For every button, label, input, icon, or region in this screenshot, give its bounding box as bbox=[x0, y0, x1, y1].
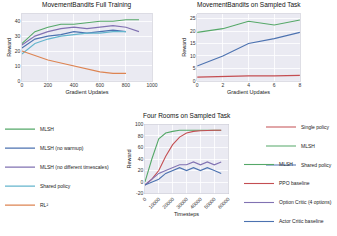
svg-text:100: 100 bbox=[135, 121, 144, 127]
svg-text:20: 20 bbox=[138, 167, 144, 173]
svg-text:800: 800 bbox=[122, 82, 131, 88]
svg-text:2: 2 bbox=[221, 82, 224, 88]
svg-text:60000: 60000 bbox=[217, 196, 231, 210]
svg-text:20: 20 bbox=[15, 48, 21, 54]
svg-text:10000: 10000 bbox=[147, 196, 161, 210]
svg-text:20000: 20000 bbox=[161, 196, 175, 210]
svg-text:80: 80 bbox=[138, 133, 144, 139]
svg-text:40: 40 bbox=[15, 18, 21, 24]
svg-text:Reward: Reward bbox=[181, 38, 187, 57]
svg-text:600: 600 bbox=[96, 82, 105, 88]
svg-text:MLSH: MLSH bbox=[40, 126, 54, 132]
svg-text:MLSH: MLSH bbox=[301, 143, 315, 149]
svg-text:PPO baseline: PPO baseline bbox=[279, 180, 310, 186]
svg-text:Single policy: Single policy bbox=[301, 124, 330, 130]
svg-text:MovementBandits Full Training: MovementBandits Full Training bbox=[42, 1, 132, 9]
svg-text:30000: 30000 bbox=[175, 196, 189, 210]
svg-text:30: 30 bbox=[15, 33, 21, 39]
svg-text:MovementBandits on Sampled Tas: MovementBandits on Sampled Task bbox=[197, 1, 301, 9]
svg-text:25: 25 bbox=[190, 15, 196, 21]
svg-text:50000: 50000 bbox=[203, 196, 217, 210]
svg-text:MLSH (no warmup): MLSH (no warmup) bbox=[40, 145, 84, 151]
svg-text:4: 4 bbox=[247, 82, 250, 88]
svg-text:0: 0 bbox=[196, 82, 199, 88]
svg-text:1000: 1000 bbox=[146, 82, 157, 88]
svg-text:10: 10 bbox=[190, 53, 196, 59]
svg-text:0: 0 bbox=[141, 179, 144, 185]
svg-text:8: 8 bbox=[299, 82, 302, 88]
svg-text:20: 20 bbox=[190, 28, 196, 34]
svg-text:Actor Critic baseline: Actor Critic baseline bbox=[279, 218, 324, 224]
svg-text:40: 40 bbox=[138, 156, 144, 162]
svg-text:Option Critic (4 options): Option Critic (4 options) bbox=[279, 199, 332, 205]
svg-text:-20: -20 bbox=[136, 190, 143, 196]
svg-text:Four Rooms on Sampled Task: Four Rooms on Sampled Task bbox=[143, 112, 231, 120]
svg-text:Reward: Reward bbox=[6, 38, 12, 57]
svg-text:15: 15 bbox=[190, 40, 196, 46]
svg-text:40000: 40000 bbox=[189, 196, 203, 210]
svg-text:10: 10 bbox=[15, 63, 21, 69]
svg-text:0: 0 bbox=[193, 78, 196, 84]
svg-text:0: 0 bbox=[21, 82, 24, 88]
svg-text:Shared policy: Shared policy bbox=[301, 162, 332, 168]
svg-text:0: 0 bbox=[141, 196, 147, 202]
svg-text:200: 200 bbox=[44, 82, 53, 88]
svg-text:Shared policy: Shared policy bbox=[40, 183, 71, 189]
svg-text:Gradient Updates: Gradient Updates bbox=[65, 89, 108, 95]
svg-text:Gradient Updates: Gradient Updates bbox=[227, 89, 270, 95]
svg-text:6: 6 bbox=[273, 82, 276, 88]
svg-text:Timesteps: Timesteps bbox=[174, 211, 199, 217]
svg-text:0: 0 bbox=[18, 78, 21, 84]
svg-text:Reward: Reward bbox=[126, 150, 132, 169]
svg-text:MLSH: MLSH bbox=[279, 161, 293, 167]
svg-text:400: 400 bbox=[70, 82, 79, 88]
svg-text:60: 60 bbox=[138, 144, 144, 150]
svg-text:5: 5 bbox=[193, 65, 196, 71]
svg-text:MLSH (no different timescales): MLSH (no different timescales) bbox=[40, 164, 109, 170]
svg-text:RL²: RL² bbox=[40, 202, 48, 208]
